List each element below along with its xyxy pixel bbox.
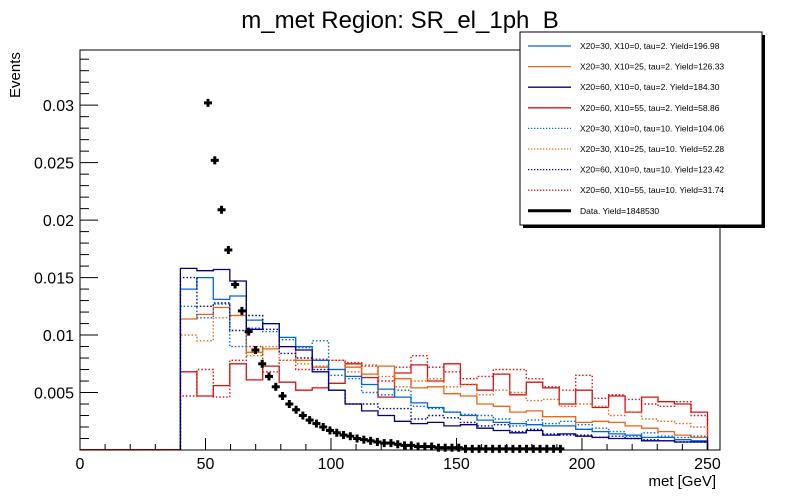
legend-entry: X20=60, X10=55, tau=10. Yield=31.74 — [528, 185, 724, 195]
x-tick-label: 50 — [197, 456, 215, 473]
legend-label: Data. Yield=1848530 — [580, 206, 659, 216]
chart-title: m_met Region: SR_el_1ph_B — [241, 7, 559, 34]
data-point — [298, 411, 307, 420]
series-0-line — [179, 276, 709, 450]
series-6-line — [179, 276, 709, 450]
x-axis-title: met [GeV] — [648, 473, 716, 490]
data-point — [549, 444, 558, 453]
data-point — [495, 444, 504, 453]
data-point — [529, 444, 538, 453]
data-point — [508, 444, 517, 453]
plot-series — [80, 267, 709, 450]
data-point — [224, 246, 233, 254]
data-point — [292, 405, 301, 414]
x-axis: 0 50 100 150 200 250 — [76, 438, 721, 473]
data-point — [373, 437, 382, 446]
data-point — [353, 434, 362, 443]
data-point — [447, 443, 456, 452]
legend-label: X20=30, X10=25, tau=10. Yield=52.28 — [580, 144, 724, 154]
data-point — [536, 444, 545, 453]
series-2-line — [179, 267, 709, 450]
legend-entry: X20=30, X10=25, tau=10. Yield=52.28 — [528, 144, 724, 154]
data-point — [542, 444, 551, 453]
data-point — [231, 280, 240, 289]
series-5-line — [179, 314, 709, 450]
x-tick-label: 200 — [569, 456, 596, 473]
legend-label: X20=60, X10=55, tau=2. Yield=58.86 — [580, 103, 720, 113]
data-point — [285, 400, 294, 409]
data-point — [278, 391, 287, 400]
data-point — [441, 443, 450, 452]
data-point — [339, 431, 348, 440]
legend-box — [519, 31, 763, 226]
x-tick-label: 100 — [318, 456, 345, 473]
data-markers — [204, 98, 565, 453]
plot-frame — [79, 49, 721, 451]
data-point — [346, 432, 355, 441]
legend-label: X20=60, X10=0, tau=2. Yield=184.30 — [580, 82, 720, 92]
data-point — [393, 440, 402, 449]
data-point — [210, 156, 219, 165]
x-tick-label: 250 — [694, 456, 721, 473]
data-point — [251, 346, 260, 354]
series-7-line — [179, 345, 709, 450]
data-point — [264, 372, 273, 381]
y-axis: 0.005 0.01 0.015 0.02 0.025 0.03 — [34, 58, 98, 440]
data-point — [319, 423, 328, 432]
legend-entry: X20=60, X10=0, tau=2. Yield=184.30 — [528, 82, 720, 92]
y-tick-label: 0.025 — [34, 156, 74, 173]
data-point — [312, 419, 321, 428]
data-point — [305, 416, 314, 425]
data-point — [434, 443, 443, 452]
data-point — [515, 444, 524, 453]
data-point — [414, 442, 423, 451]
data-point — [454, 443, 463, 452]
legend-label: X20=30, X10=0, tau=2. Yield=196.98 — [580, 41, 720, 51]
legend-entry: X20=60, X10=0, tau=10. Yield=123.42 — [528, 165, 724, 175]
data-point — [332, 428, 341, 437]
data-point — [366, 436, 375, 445]
data-point — [420, 442, 429, 451]
data-point — [359, 435, 368, 444]
legend: X20=30, X10=0, tau=2. Yield=196.98 X20=30… — [519, 31, 765, 228]
data-point — [407, 441, 416, 450]
legend-entry: X20=30, X10=0, tau=10. Yield=104.06 — [528, 123, 724, 133]
data-point — [237, 306, 246, 315]
data-point — [461, 444, 470, 453]
legend-entry: X20=30, X10=0, tau=2. Yield=196.98 — [528, 41, 720, 51]
data-point — [400, 441, 409, 450]
legend-label: X20=30, X10=0, tau=10. Yield=104.06 — [580, 123, 724, 133]
data-point — [468, 444, 477, 453]
data-point — [271, 382, 280, 391]
data-point — [502, 444, 511, 453]
y-tick-label: 0.03 — [43, 98, 74, 115]
data-point — [258, 359, 267, 368]
data-point — [244, 327, 253, 336]
legend-entry: X20=60, X10=55, tau=2. Yield=58.86 — [528, 103, 720, 113]
data-point — [217, 205, 226, 214]
data-point — [204, 98, 212, 107]
legend-label: X20=60, X10=55, tau=10. Yield=31.74 — [580, 185, 724, 195]
data-point — [488, 444, 497, 453]
legend-entry: Data. Yield=1848530 — [528, 206, 659, 216]
data-point — [380, 439, 389, 448]
legend-label: X20=30, X10=25, tau=2. Yield=126.33 — [580, 62, 724, 72]
data-point — [475, 444, 484, 453]
data-point — [522, 444, 531, 453]
data-point — [386, 439, 395, 448]
y-tick-label: 0.005 — [34, 386, 74, 403]
x-tick-label: 150 — [443, 456, 470, 473]
legend-label: X20=60, X10=0, tau=10. Yield=123.42 — [580, 165, 724, 175]
data-point — [556, 444, 565, 453]
y-axis-title: Events — [7, 52, 24, 98]
y-tick-label: 0.01 — [43, 328, 74, 345]
data-point — [481, 444, 490, 453]
y-tick-label: 0.015 — [34, 271, 74, 288]
legend-entry: X20=30, X10=25, tau=2. Yield=126.33 — [528, 62, 724, 72]
y-tick-label: 0.02 — [43, 213, 74, 230]
data-point — [325, 426, 334, 435]
x-tick-label: 0 — [76, 456, 85, 473]
